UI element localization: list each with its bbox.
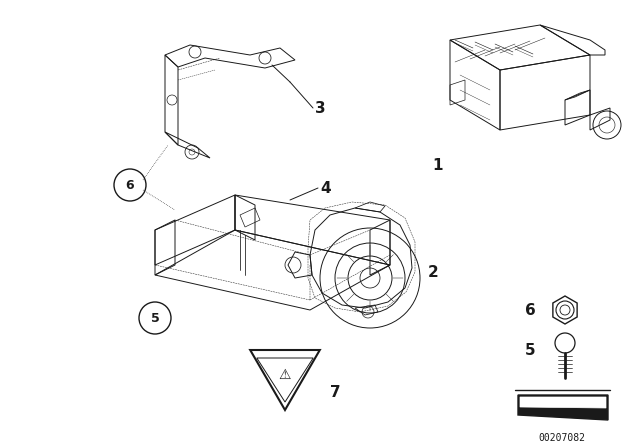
Polygon shape [520,397,606,408]
Text: 4: 4 [320,181,331,195]
Text: 7: 7 [330,384,340,400]
Polygon shape [518,395,608,420]
Text: 5: 5 [150,311,159,324]
Text: 1: 1 [433,158,444,172]
Text: 2: 2 [428,264,439,280]
Text: 5: 5 [525,343,535,358]
Text: 6: 6 [525,302,536,318]
Text: 6: 6 [125,178,134,191]
Text: ⚠: ⚠ [279,368,291,382]
Text: 3: 3 [315,100,326,116]
Text: 00207082: 00207082 [538,433,586,443]
